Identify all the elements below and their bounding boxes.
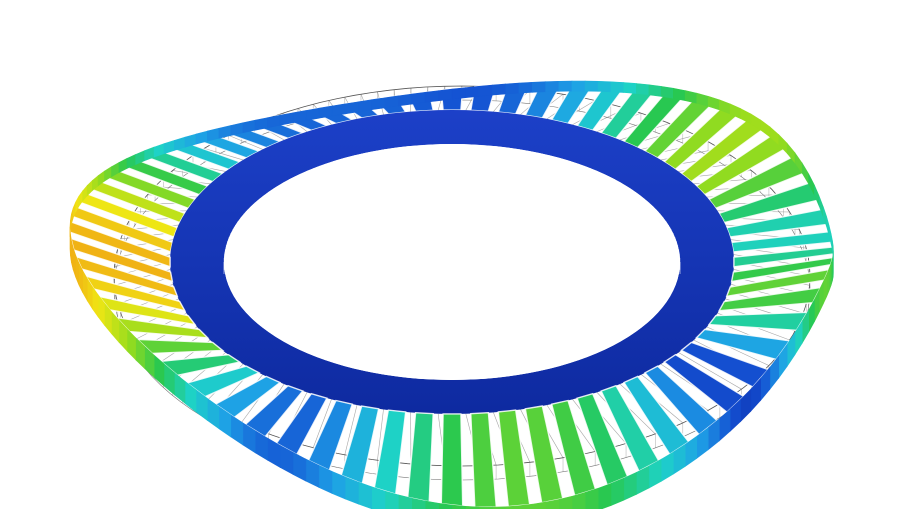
shroud-segment	[254, 117, 268, 131]
shroud-segment	[623, 82, 637, 94]
shroud-segment	[660, 86, 674, 99]
shroud-segment	[371, 97, 386, 111]
shroud-segment	[545, 80, 560, 93]
shroud-segment	[818, 281, 824, 313]
shroud-segment	[558, 495, 573, 509]
shroud-segment	[424, 500, 439, 509]
wireframe-blade-edge	[204, 148, 244, 161]
blade	[440, 413, 464, 507]
shroud-segment	[597, 80, 612, 93]
shroud-segment	[505, 505, 520, 509]
wireframe-blade-edge	[344, 405, 358, 455]
shroud-segment	[397, 494, 413, 509]
shroud-segment	[707, 95, 720, 111]
shroud-segment	[411, 497, 426, 509]
wireframe-blade-edge	[228, 134, 263, 150]
hub-bore	[224, 144, 680, 380]
shroud-segment	[424, 90, 439, 103]
shroud-segment	[305, 107, 320, 121]
shroud-segment	[545, 499, 560, 509]
shroud-segment	[491, 83, 507, 96]
shroud-segment	[292, 110, 307, 124]
shroud-segment	[518, 503, 533, 509]
wireframe-blade-edge	[312, 399, 332, 448]
shroud-segment	[230, 414, 244, 446]
shroud-segment	[531, 81, 546, 93]
shroud-segment	[491, 506, 507, 509]
shroud-segment	[740, 388, 752, 423]
blade-row-front	[69, 220, 834, 508]
shroud-segment	[358, 99, 373, 113]
shroud-segment	[478, 84, 493, 97]
shroud-segment	[318, 105, 333, 119]
shroud-segment	[684, 90, 698, 104]
shroud-segment	[92, 285, 99, 318]
shroud-segment	[153, 354, 165, 387]
shroud-segment	[78, 189, 83, 208]
shroud-segment	[610, 81, 625, 93]
shroud-segment	[118, 157, 128, 173]
shroud-segment	[358, 481, 373, 509]
shroud-segment	[438, 88, 453, 102]
shroud-segment	[86, 179, 93, 197]
shroud-segment	[174, 372, 186, 404]
shroud-segment	[660, 451, 674, 482]
blade	[373, 409, 407, 496]
shroud-segment	[584, 80, 599, 92]
shroud-segment	[648, 84, 662, 97]
wireframe-blade-edge	[678, 352, 742, 390]
shroud-segment	[597, 483, 612, 509]
outer-shroud-band	[69, 80, 834, 509]
shroud-segment	[72, 247, 76, 278]
shroud-segment	[571, 80, 586, 92]
wireframe-blade-edge	[377, 409, 384, 461]
shroud-segment	[636, 83, 650, 96]
shroud-segment	[292, 451, 307, 482]
shroud-segment	[718, 408, 731, 442]
shroud-segment	[760, 119, 771, 138]
blade	[470, 411, 498, 508]
shroud-segment	[801, 162, 810, 186]
shroud-segment	[438, 502, 453, 509]
shroud-segment	[163, 139, 175, 155]
shroud-segment	[814, 184, 820, 207]
shroud-segment	[384, 490, 399, 509]
shroud-segment	[505, 82, 520, 95]
blade	[406, 411, 434, 503]
blade	[497, 409, 531, 508]
shroud-segment	[331, 103, 346, 117]
shroud-segment	[126, 328, 136, 361]
blade	[707, 311, 809, 332]
shroud-segment	[82, 269, 88, 302]
shroud-segment	[384, 95, 399, 109]
shroud-segment	[531, 501, 546, 509]
shroud-segment	[672, 87, 686, 101]
shroud-segment	[558, 80, 573, 92]
shroud-segment	[397, 93, 413, 107]
shroud-segment	[584, 487, 599, 509]
shroud-segment	[411, 91, 426, 105]
shroud-segment	[344, 101, 359, 115]
shroud-segment	[808, 299, 815, 333]
shroud-segment	[465, 85, 480, 99]
shroud-segment	[279, 112, 294, 126]
shroud-segment	[267, 114, 281, 129]
shroud-segment	[571, 492, 586, 509]
shroud-segment	[451, 504, 466, 509]
shroud-segment	[465, 505, 480, 509]
shroud-segment	[451, 87, 466, 100]
hub-ring	[170, 110, 734, 414]
shroud-segment	[769, 355, 780, 391]
shroud-segment	[518, 81, 533, 94]
